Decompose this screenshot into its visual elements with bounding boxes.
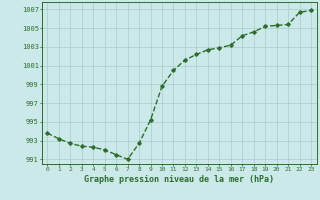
X-axis label: Graphe pression niveau de la mer (hPa): Graphe pression niveau de la mer (hPa) xyxy=(84,175,274,184)
